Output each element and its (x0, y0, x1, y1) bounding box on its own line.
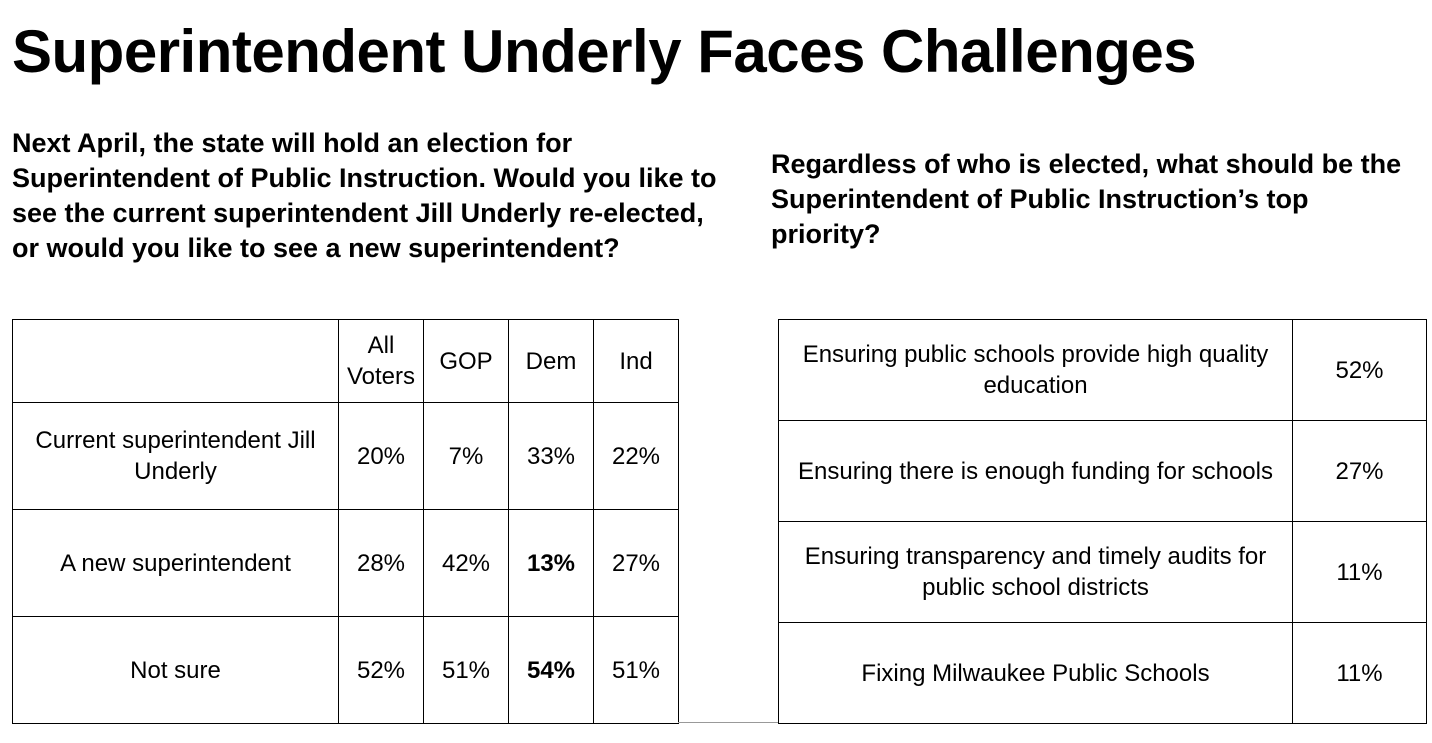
divider-line (678, 722, 778, 723)
table-row: Not sure 52% 51% 54% 51% (12, 616, 679, 724)
cell-gop: 51% (423, 616, 509, 724)
cell-ind: 51% (593, 616, 679, 724)
cell-ind: 22% (593, 402, 679, 510)
cell-gop: 42% (423, 509, 509, 617)
header-cell-gop: GOP (423, 319, 509, 403)
reelection-table: All Voters GOP Dem Ind Current superinte… (12, 319, 679, 724)
question-top-priority: Regardless of who is elected, what shoul… (771, 149, 1402, 249)
priority-value: 27% (1292, 420, 1427, 522)
cell-all-voters: 28% (338, 509, 424, 617)
cell-dem: 33% (508, 402, 594, 510)
priority-value: 52% (1292, 319, 1427, 421)
cell-gop: 7% (423, 402, 509, 510)
header-cell-blank (12, 319, 339, 403)
priority-label: Ensuring public schools provide high qua… (778, 319, 1293, 421)
table-header-row: All Voters GOP Dem Ind (12, 319, 679, 403)
table-row: Ensuring transparency and timely audits … (778, 521, 1427, 623)
header-cell-dem: Dem (508, 319, 594, 403)
cell-all-voters: 20% (338, 402, 424, 510)
priority-label: Ensuring transparency and timely audits … (778, 521, 1293, 623)
table-row: Current superintendent Jill Underly 20% … (12, 402, 679, 510)
priority-value: 11% (1292, 521, 1427, 623)
table-row: Ensuring public schools provide high qua… (778, 319, 1427, 421)
row-label: Not sure (12, 616, 339, 724)
cell-all-voters: 52% (338, 616, 424, 724)
cell-dem: 54% (508, 616, 594, 724)
priority-table: Ensuring public schools provide high qua… (778, 319, 1427, 724)
cell-ind: 27% (593, 509, 679, 617)
cell-dem: 13% (508, 509, 594, 617)
row-label: Current superintendent Jill Underly (12, 402, 339, 510)
priority-value: 11% (1292, 622, 1427, 724)
question-reelection: Next April, the state will hold an elect… (12, 128, 717, 263)
table-row: A new superintendent 28% 42% 13% 27% (12, 509, 679, 617)
priority-label: Fixing Milwaukee Public Schools (778, 622, 1293, 724)
page-title: Superintendent Underly Faces Challenges (12, 18, 1197, 85)
priority-label: Ensuring there is enough funding for sch… (778, 420, 1293, 522)
row-label: A new superintendent (12, 509, 339, 617)
table-row: Ensuring there is enough funding for sch… (778, 420, 1427, 522)
table-row: Fixing Milwaukee Public Schools 11% (778, 622, 1427, 724)
header-cell-ind: Ind (593, 319, 679, 403)
header-cell-all-voters: All Voters (338, 319, 424, 403)
